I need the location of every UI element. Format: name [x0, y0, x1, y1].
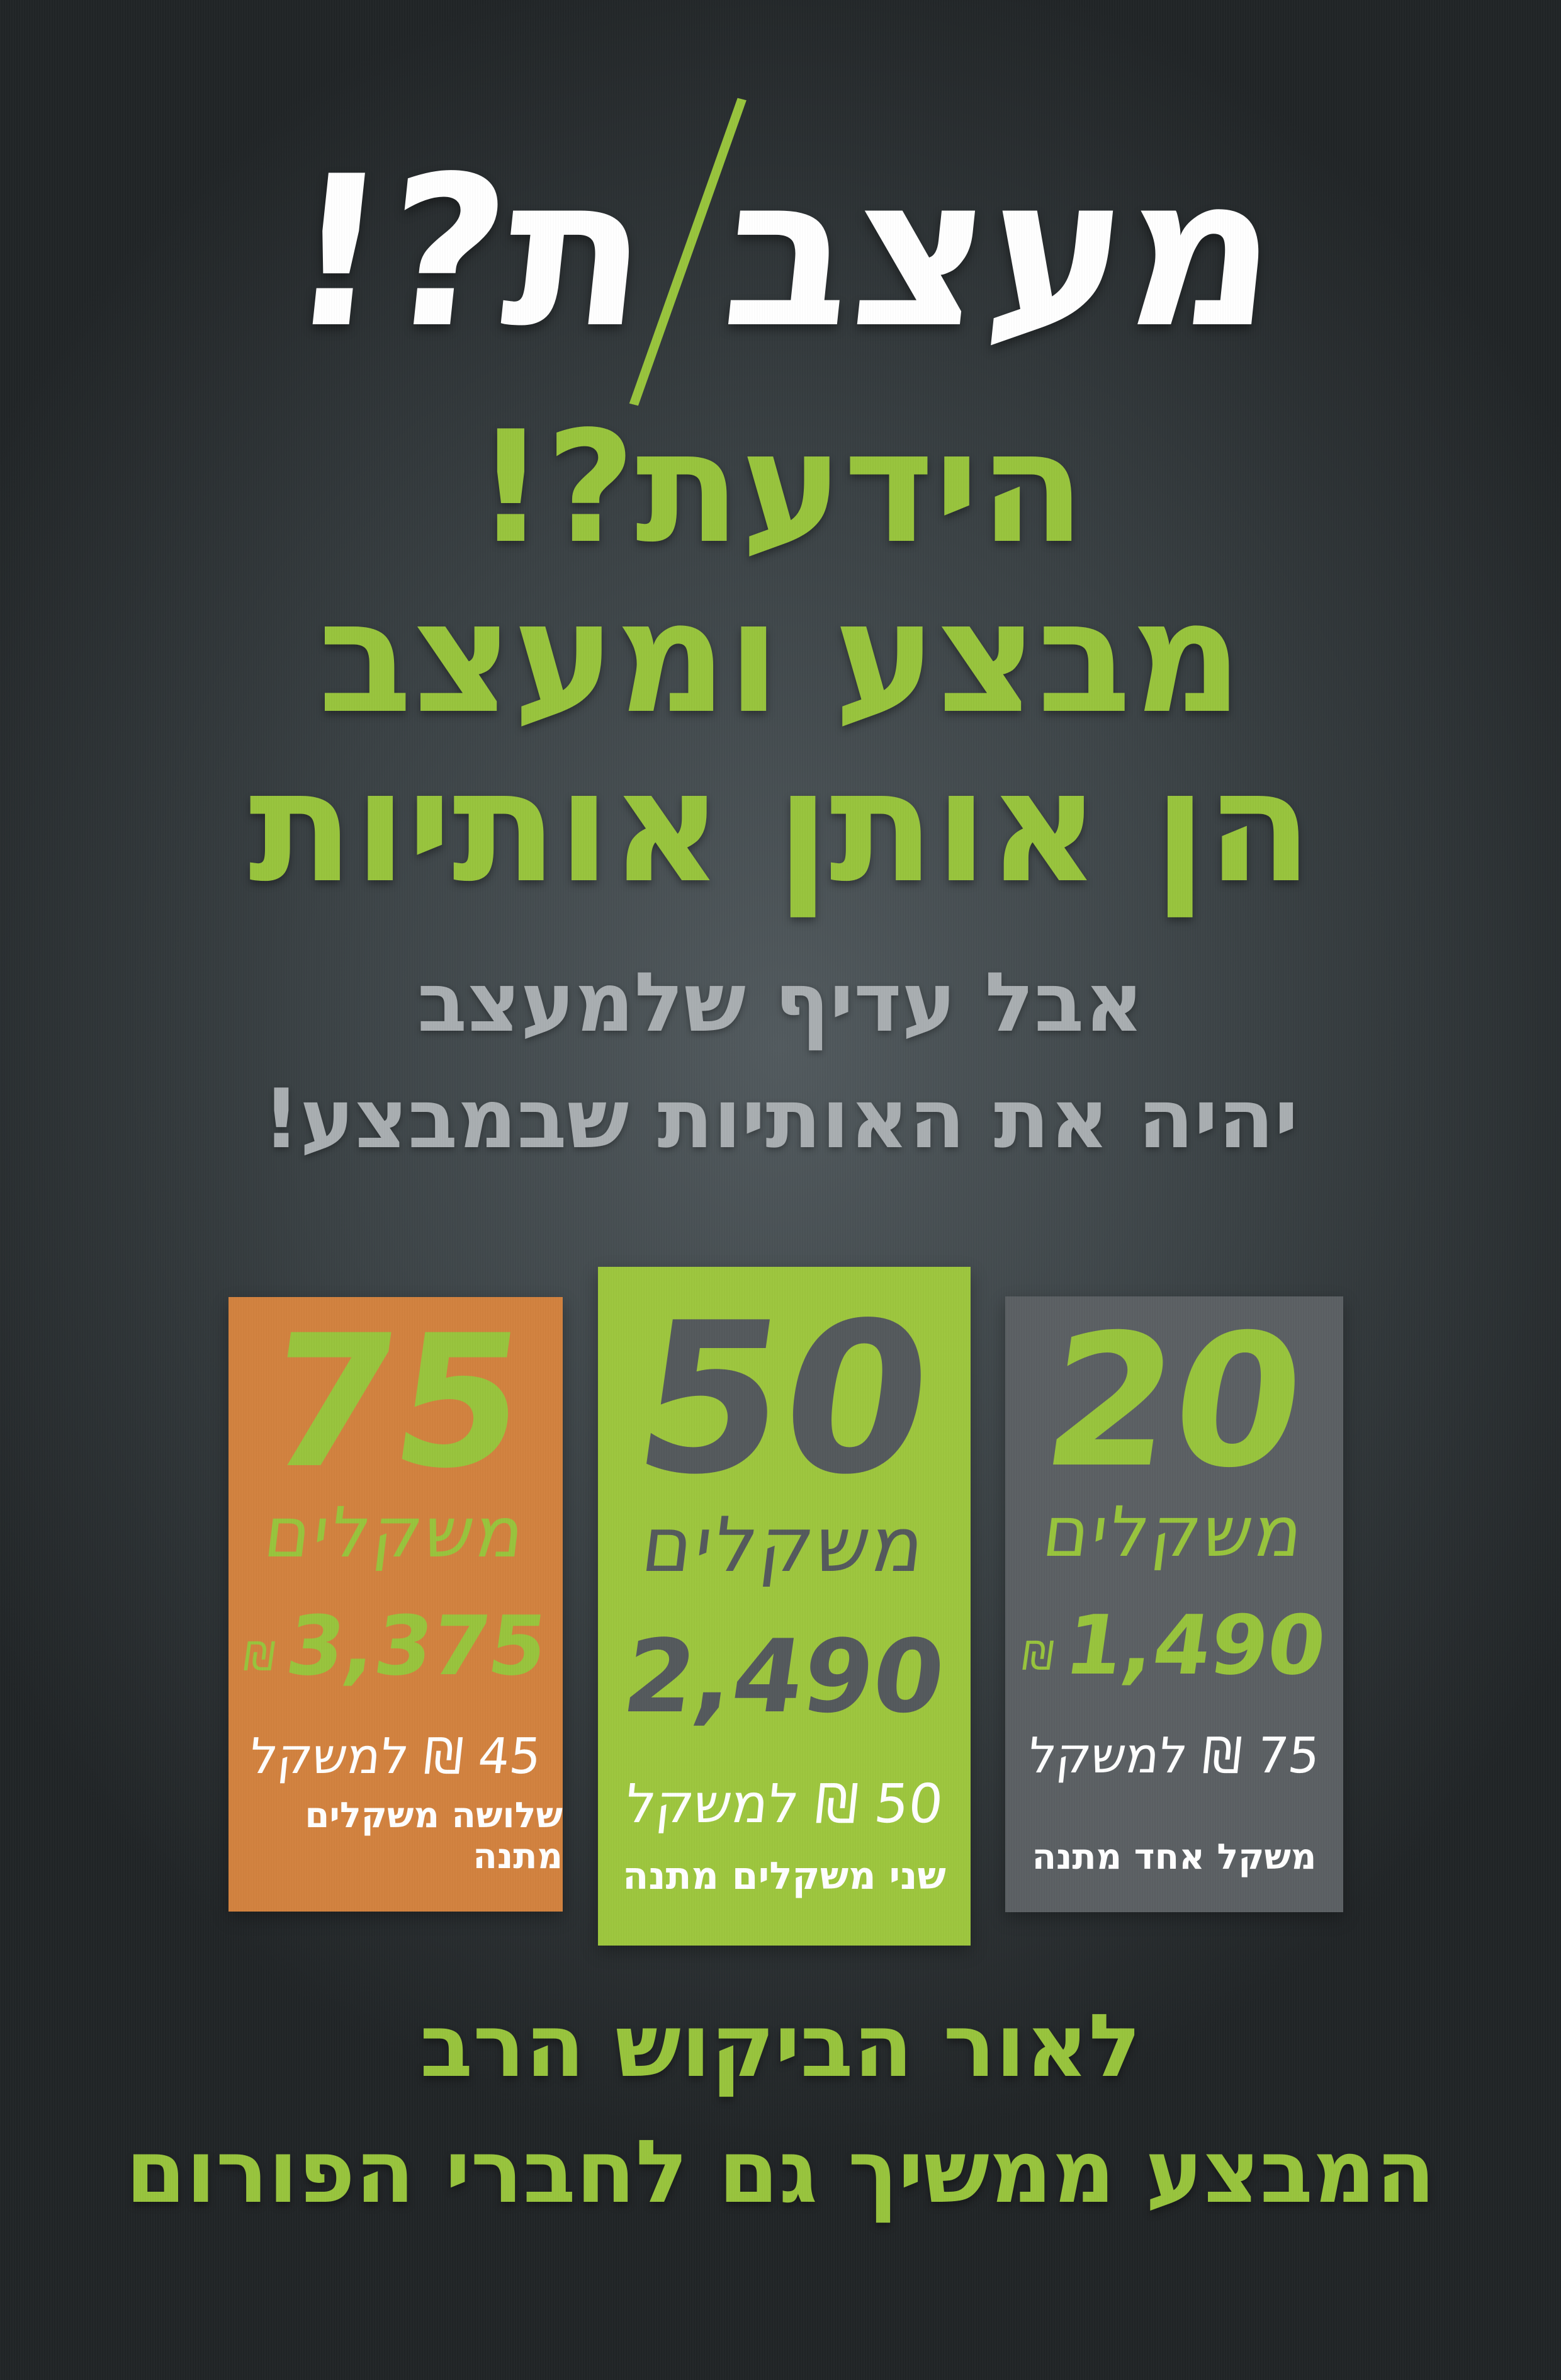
headline: הידעת?! מבצע ומעצב הן אותן אותיות [0, 403, 1561, 912]
pricing-card-75-weights: 75 משקלים ₪ 3,375 45 ₪ למשקל שלושה משקלי… [228, 1296, 563, 1912]
shekel-sign: ₪ [240, 1633, 278, 1679]
price-per-weight: 75 ₪ למשקל [1025, 1727, 1323, 1784]
title-word: מעצב [714, 132, 1291, 373]
price-value: 2,490 [616, 1617, 952, 1735]
footer-line-1: לאור הביקוש הרב [420, 1995, 1141, 2097]
price-value: 3,375 [280, 1597, 553, 1694]
bonus-label: שלושה משקלים מתנה [305, 1795, 563, 1877]
subtext: אבל עדיף שלמעצב יהיה את האותיות שבמבצע! [0, 944, 1561, 1177]
headline-line-3: הן אותן אותיות [248, 737, 1313, 917]
subtext-line-1: אבל עדיף שלמעצב [417, 955, 1144, 1050]
price-per-weight: 45 ₪ למשקל [247, 1728, 544, 1785]
bonus-label: משקל אחד מתנה [1032, 1837, 1317, 1878]
headline-line-2: מבצע ומעצב [318, 567, 1243, 747]
subtext-line-2: יהיה את האותיות שבמבצע! [262, 1070, 1299, 1167]
bonus-label: שני משקלים מתנה [623, 1854, 946, 1898]
weights-count: 50 [623, 1278, 946, 1520]
price-row: ₪ 1,490 [1017, 1597, 1331, 1693]
footer-line-2: המבצע ממשיך גם לחברי הפורום [125, 2121, 1436, 2223]
pricing-card-20-weights: 20 משקלים ₪ 1,490 75 ₪ למשקל משקל אחד מת… [1005, 1296, 1343, 1912]
price-value: 1,490 [1059, 1597, 1332, 1693]
footer: לאור הביקוש הרב המבצע ממשיך גם לחברי הפו… [0, 1983, 1561, 2235]
shekel-sign: ₪ [1019, 1632, 1057, 1679]
pricing-card-50-weights: 50 משקלים 2,490 50 ₪ למשקל שני משקלים מת… [598, 1267, 971, 1946]
weights-count: 20 [1032, 1296, 1317, 1508]
weights-unit-label: משקלים [1039, 1491, 1310, 1572]
weights-unit-label: משקלים [637, 1501, 932, 1589]
weights-count: 75 [254, 1296, 538, 1509]
title-suffix: ת?! [278, 132, 661, 373]
headline-line-1: הידעת?! [475, 398, 1086, 577]
price-per-weight: 50 ₪ למשקל [622, 1772, 947, 1835]
price-row: 2,490 [617, 1618, 952, 1735]
weights-unit-label: משקלים [260, 1492, 531, 1573]
price-row: ₪ 3,375 [239, 1598, 553, 1694]
